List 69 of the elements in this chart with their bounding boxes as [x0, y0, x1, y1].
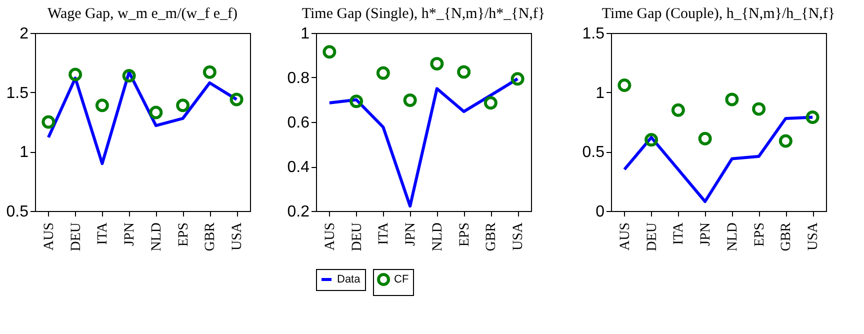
x-tick-label: GBR — [203, 222, 218, 252]
x-tick-label: EPS — [176, 222, 192, 247]
x-tick-label: EPS — [752, 222, 768, 247]
legend-label: Data — [337, 274, 362, 286]
line-series — [46, 70, 238, 166]
y-tick-label: 1.5 — [6, 84, 29, 102]
x-tick-label: JPN — [404, 222, 419, 246]
x-tick-label: GBR — [779, 222, 794, 252]
x-tick-label: NLD — [725, 222, 740, 252]
point — [778, 134, 792, 148]
x-tick-label: JPN — [698, 222, 714, 246]
point — [322, 45, 336, 59]
x-tick-label: USA — [806, 222, 822, 251]
x-tick-label: ITA — [96, 222, 111, 245]
point — [176, 98, 190, 112]
chart-title: Time Gap (Couple), h_{N,m}/h_{N,f} — [602, 6, 836, 22]
y-tick-label: 1 — [20, 144, 29, 162]
chart-title: Time Gap (Single), h*_{N,m}/h*_{N,f} — [302, 6, 546, 22]
point — [95, 98, 109, 112]
y-tick-label: 0.2 — [287, 204, 310, 220]
point — [806, 110, 820, 124]
x-tick-label: NLD — [430, 222, 446, 252]
point — [350, 94, 364, 108]
x-tick-label: JPN — [122, 222, 138, 246]
point — [725, 92, 739, 106]
x-tick-label: DEU — [68, 222, 84, 252]
x-tick-label: DEU — [350, 222, 365, 252]
point — [510, 72, 524, 86]
point — [752, 102, 766, 116]
point — [376, 66, 390, 80]
y-tick-label: 1 — [300, 26, 310, 42]
line-series — [328, 77, 520, 208]
line-series — [622, 116, 814, 204]
point — [430, 56, 444, 70]
x-tick-label: USA — [511, 222, 526, 251]
point — [403, 93, 417, 107]
y-tick-label: 0.8 — [287, 70, 310, 87]
point — [671, 103, 685, 117]
point — [42, 115, 56, 129]
y-tick-label: 1.5 — [582, 26, 605, 42]
x-tick-label: NLD — [149, 222, 164, 252]
x-tick-label: ITA — [672, 222, 687, 245]
x-tick-label: GBR — [484, 222, 500, 252]
x-tick-label: USA — [230, 222, 246, 251]
y-tick-label: 0.4 — [287, 159, 310, 176]
y-tick-label: 0.6 — [287, 114, 310, 132]
point — [122, 68, 136, 82]
y-tick-label: 0.5 — [582, 144, 605, 162]
point — [202, 65, 216, 79]
x-tick-label: EPS — [457, 222, 472, 247]
point — [149, 106, 163, 120]
y-tick-label: 0 — [596, 204, 605, 220]
x-tick-label: AUS — [618, 222, 633, 251]
point — [618, 78, 632, 92]
point — [230, 92, 244, 106]
point — [698, 132, 712, 146]
point — [457, 65, 471, 79]
x-tick-label: ITA — [376, 222, 392, 245]
point — [68, 68, 82, 82]
y-tick-label: 1 — [596, 84, 605, 102]
y-tick-label: 2 — [20, 26, 29, 42]
point — [644, 133, 658, 147]
chart-title: Wage Gap, w_m e_m/(w_f e_f) — [48, 6, 238, 22]
x-tick-label: AUS — [322, 222, 338, 251]
point — [484, 96, 498, 110]
legend-label: CF — [394, 274, 409, 286]
y-tick-label: 0.5 — [6, 204, 29, 220]
x-tick-label: AUS — [42, 222, 57, 251]
x-tick-label: DEU — [644, 222, 660, 252]
